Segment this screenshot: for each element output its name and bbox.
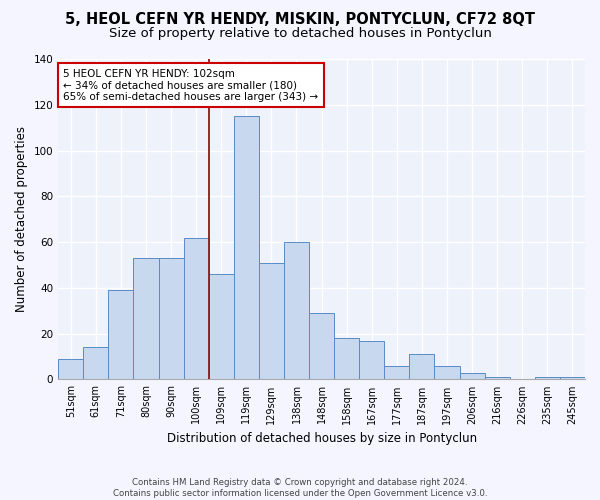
Bar xyxy=(434,366,460,380)
Bar xyxy=(234,116,259,380)
Text: Contains HM Land Registry data © Crown copyright and database right 2024.
Contai: Contains HM Land Registry data © Crown c… xyxy=(113,478,487,498)
Bar xyxy=(309,313,334,380)
Bar xyxy=(334,338,359,380)
Y-axis label: Number of detached properties: Number of detached properties xyxy=(15,126,28,312)
Text: Size of property relative to detached houses in Pontyclun: Size of property relative to detached ho… xyxy=(109,28,491,40)
Bar xyxy=(58,359,83,380)
Bar xyxy=(209,274,234,380)
Bar xyxy=(409,354,434,380)
Bar xyxy=(133,258,158,380)
Bar xyxy=(560,377,585,380)
Bar xyxy=(184,238,209,380)
X-axis label: Distribution of detached houses by size in Pontyclun: Distribution of detached houses by size … xyxy=(167,432,476,445)
Text: 5, HEOL CEFN YR HENDY, MISKIN, PONTYCLUN, CF72 8QT: 5, HEOL CEFN YR HENDY, MISKIN, PONTYCLUN… xyxy=(65,12,535,28)
Bar xyxy=(359,340,385,380)
Text: 5 HEOL CEFN YR HENDY: 102sqm
← 34% of detached houses are smaller (180)
65% of s: 5 HEOL CEFN YR HENDY: 102sqm ← 34% of de… xyxy=(64,68,319,102)
Bar xyxy=(284,242,309,380)
Bar xyxy=(259,262,284,380)
Bar xyxy=(460,372,485,380)
Bar xyxy=(109,290,133,380)
Bar xyxy=(83,348,109,380)
Bar xyxy=(158,258,184,380)
Bar xyxy=(385,366,409,380)
Bar xyxy=(535,377,560,380)
Bar xyxy=(485,377,510,380)
